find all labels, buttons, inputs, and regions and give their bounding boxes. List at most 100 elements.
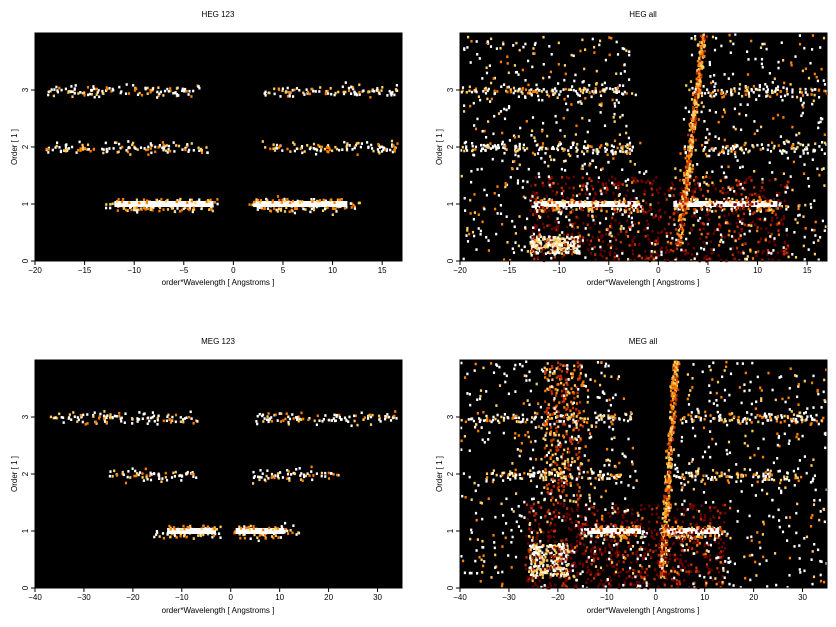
heatmap-cell: [285, 412, 288, 415]
heatmap-cell: [691, 190, 694, 193]
x-tick-label: 20: [324, 593, 333, 602]
heatmap-cell: [780, 218, 783, 221]
heatmap-cell: [585, 172, 589, 176]
heatmap-cell: [384, 415, 387, 418]
heatmap-cell: [386, 415, 389, 419]
heatmap-cell: [503, 151, 506, 155]
heatmap-cell: [672, 194, 675, 197]
heatmap-cell: [691, 420, 694, 423]
heatmap-cell: [749, 468, 752, 472]
heatmap-cell: [795, 133, 798, 137]
heatmap-cell: [710, 95, 713, 99]
heatmap-cell: [521, 420, 524, 423]
heatmap-cell: [640, 205, 643, 208]
heatmap-cell: [471, 230, 475, 234]
heatmap-cell: [516, 182, 519, 185]
heatmap-cell: [192, 473, 195, 476]
heatmap-cell: [765, 209, 768, 212]
heatmap-cell: [548, 75, 551, 79]
heatmap-cell: [79, 413, 82, 417]
heatmap-cell: [758, 94, 761, 97]
heatmap-cell: [626, 143, 629, 146]
heatmap-cell: [575, 244, 578, 247]
heatmap-cell: [509, 473, 512, 476]
heatmap-cell: [259, 199, 262, 202]
heatmap-cell: [706, 88, 709, 91]
heatmap-cell: [187, 93, 190, 96]
heatmap-cell: [530, 193, 533, 197]
heatmap-cell: [706, 222, 709, 226]
heatmap-cell: [517, 89, 520, 93]
heatmap-cell: [623, 63, 626, 66]
heatmap-cell: [799, 90, 802, 94]
heatmap-cell: [620, 537, 623, 540]
y-tick-label: 1: [21, 201, 30, 206]
heatmap-cell: [571, 242, 574, 245]
heatmap-cell: [705, 182, 708, 186]
heatmap-cell: [135, 198, 138, 202]
heatmap-cell: [569, 146, 572, 149]
heatmap-cell: [708, 201, 712, 204]
heatmap-cell: [593, 222, 596, 225]
heatmap-cell: [817, 126, 820, 130]
heatmap-cell: [660, 253, 663, 257]
heatmap-cell: [608, 87, 612, 90]
heatmap-cell: [190, 142, 193, 145]
heatmap-cell: [575, 251, 578, 254]
heatmap-cell: [722, 530, 725, 533]
heatmap-cell: [315, 152, 318, 156]
heatmap-cell: [261, 414, 264, 418]
heatmap-cell: [565, 238, 569, 242]
heatmap-cell: [312, 147, 315, 150]
heatmap-cell: [793, 150, 796, 153]
heatmap-cell: [373, 90, 376, 93]
heatmap-cell: [514, 149, 517, 152]
heatmap-cell: [595, 149, 598, 153]
heatmap-cell: [735, 179, 738, 182]
heatmap-cell: [701, 222, 705, 225]
heatmap-cell: [560, 242, 563, 245]
heatmap-cell: [557, 238, 560, 241]
heatmap-cell: [631, 524, 634, 528]
heatmap-cell: [166, 208, 170, 211]
heatmap-cell: [818, 173, 821, 177]
heatmap-cell: [478, 417, 481, 420]
heatmap-cell: [623, 47, 626, 51]
heatmap-cell: [316, 414, 319, 418]
heatmap-cell: [329, 87, 332, 90]
heatmap-cell: [727, 213, 730, 216]
heatmap-cell: [563, 200, 566, 203]
heatmap-cell: [710, 240, 713, 244]
heatmap-cell: [560, 209, 564, 213]
heatmap-cell: [495, 148, 498, 151]
heatmap-cell: [628, 147, 631, 151]
heatmap-cell: [489, 147, 492, 150]
heatmap-cell: [80, 415, 83, 419]
heatmap-cell: [108, 474, 111, 478]
heatmap-cell: [185, 90, 188, 93]
heatmap-cell: [657, 254, 660, 257]
heatmap-cell: [344, 81, 347, 84]
heatmap-cell: [590, 179, 593, 183]
heatmap-cell: [597, 180, 600, 184]
heatmap-cell: [815, 419, 818, 423]
heatmap-cell: [616, 533, 619, 536]
heatmap-cell: [268, 526, 271, 530]
heatmap-cell: [466, 240, 470, 243]
heatmap-cell: [804, 148, 807, 151]
heatmap-cell: [256, 414, 259, 418]
heatmap-cell: [741, 243, 744, 246]
heatmap-cell: [739, 422, 742, 425]
heatmap-cell: [535, 198, 538, 202]
heatmap-cell: [657, 209, 660, 213]
heatmap-cell: [562, 237, 565, 240]
heatmap-cell: [685, 202, 688, 206]
heatmap-cell: [670, 486, 673, 489]
heatmap-cell: [689, 122, 692, 125]
heatmap-cell: [678, 207, 681, 211]
heatmap-cell: [673, 207, 676, 211]
heatmap-cell: [749, 205, 752, 209]
heatmap-cell: [513, 136, 516, 139]
heatmap-cell: [709, 205, 712, 209]
heatmap-cell: [705, 197, 708, 201]
